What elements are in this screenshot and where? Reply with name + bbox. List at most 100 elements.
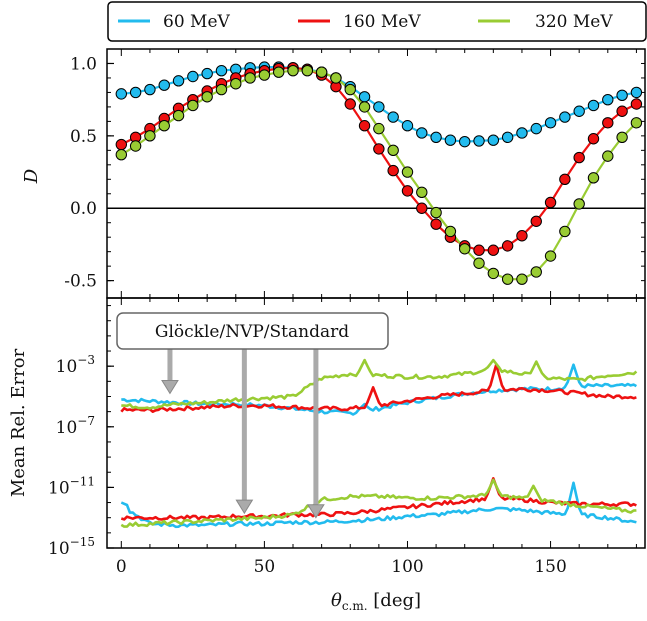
top-data-point (358, 120, 371, 132)
top-data-point (516, 273, 528, 285)
top-y-tick-label: -0.5 (64, 272, 97, 292)
top-data-point (544, 250, 557, 262)
annotation-label: Glöckle/NVP/Standard (155, 322, 349, 342)
top-data-point (187, 70, 199, 83)
top-data-point (616, 131, 628, 144)
top-data-point (487, 134, 500, 146)
top-data-point (258, 69, 271, 81)
top-data-point (530, 215, 542, 227)
bottom-y-tick-label: 10−15 (48, 535, 95, 559)
top-data-point (387, 111, 399, 123)
top-data-point (616, 105, 628, 117)
top-data-point (630, 86, 643, 99)
top-data-point (215, 83, 228, 96)
top-data-point (501, 273, 514, 285)
bottom-y-axis-label: Mean Rel. Error (8, 348, 29, 497)
top-data-point (215, 65, 228, 77)
top-data-point (544, 196, 557, 209)
top-data-point (444, 225, 457, 238)
legend: 60 MeV 160 MeV 320 MeV (107, 1, 647, 42)
top-data-point (244, 72, 256, 84)
top-data-point (430, 206, 442, 219)
x-tick-label: 0 (116, 557, 127, 577)
top-data-point (473, 257, 485, 269)
top-data-point (630, 117, 643, 129)
top-data-point (373, 122, 385, 135)
top-data-point (158, 79, 170, 91)
bottom-panel-frame (106, 297, 646, 549)
top-data-point (144, 83, 156, 96)
top-data-point (401, 120, 414, 132)
top-data-point (416, 186, 428, 199)
top-data-point (187, 99, 199, 112)
annotation-arrow-head (161, 379, 179, 395)
top-data-point (602, 117, 614, 129)
x-tick-label: 50 (254, 557, 276, 577)
top-data-point (530, 122, 542, 135)
top-data-point (129, 86, 142, 99)
top-data-point (516, 230, 528, 242)
top-data-point (501, 240, 514, 252)
top-panel: -0.5 0.0 0.5 1.0 D (21, 48, 646, 299)
top-data-point (373, 101, 385, 113)
top-data-point (144, 130, 156, 142)
top-data-point (616, 89, 628, 102)
top-data-point (201, 67, 213, 80)
bottom-panel: 10−3 10−7 10−11 10−15 0 50 100 150 Glöckle/NVP… (8, 297, 646, 613)
top-data-point (559, 225, 571, 238)
error-series-line (120, 478, 637, 528)
top-data-point (587, 99, 600, 112)
top-data-point (602, 150, 614, 162)
top-data-point (358, 91, 371, 103)
legend-label-60: 60 MeV (163, 12, 231, 32)
top-data-point (172, 75, 185, 87)
top-data-point (501, 131, 514, 144)
top-data-point (387, 164, 399, 177)
top-data-point (587, 133, 600, 145)
top-data-point (401, 185, 414, 197)
top-data-point (330, 72, 342, 84)
legend-label-160: 160 MeV (343, 12, 421, 32)
top-data-point (301, 65, 314, 77)
top-data-point (473, 244, 485, 256)
top-data-point (516, 127, 528, 139)
top-data-point (630, 98, 643, 110)
legend-frame (107, 1, 647, 42)
top-series (115, 61, 643, 285)
x-axis-label: θc.m. [deg] (331, 590, 421, 613)
top-data-point (544, 117, 557, 129)
error-series-line (121, 358, 638, 410)
x-axis-ticks: 0 50 100 150 (116, 298, 637, 577)
bottom-y-tick-label: 10−7 (56, 414, 95, 438)
top-data-point (115, 88, 128, 100)
top-data-point (129, 140, 142, 152)
top-data-point (201, 91, 213, 103)
annotation-arrows (161, 349, 325, 519)
annotation-box (116, 312, 389, 350)
top-data-point (401, 166, 414, 178)
top-data-point (430, 131, 442, 144)
legend-label-320: 320 MeV (535, 12, 613, 32)
top-data-point (115, 138, 128, 151)
top-data-point (115, 148, 128, 161)
top-data-point (559, 111, 571, 123)
bottom-y-tick-label: 10−3 (56, 353, 95, 377)
top-data-point (459, 243, 471, 255)
top-data-point (158, 120, 170, 132)
bottom-series (120, 358, 638, 529)
error-series-line (120, 481, 637, 529)
top-data-point (587, 172, 600, 184)
top-data-point (373, 143, 385, 155)
top-data-point (273, 66, 285, 78)
top-data-point (459, 135, 471, 148)
top-y-tick-label: 0.0 (70, 199, 97, 219)
top-data-point (230, 78, 242, 90)
top-data-point (444, 134, 457, 146)
annotation-arrow-head (235, 499, 254, 515)
bottom-y-ticks: 10−3 10−7 10−11 10−15 (48, 305, 114, 559)
bottom-y-tick-label: 10−11 (48, 474, 95, 498)
top-data-point (172, 109, 185, 122)
top-series-line (120, 66, 637, 252)
top-data-point (344, 98, 356, 110)
